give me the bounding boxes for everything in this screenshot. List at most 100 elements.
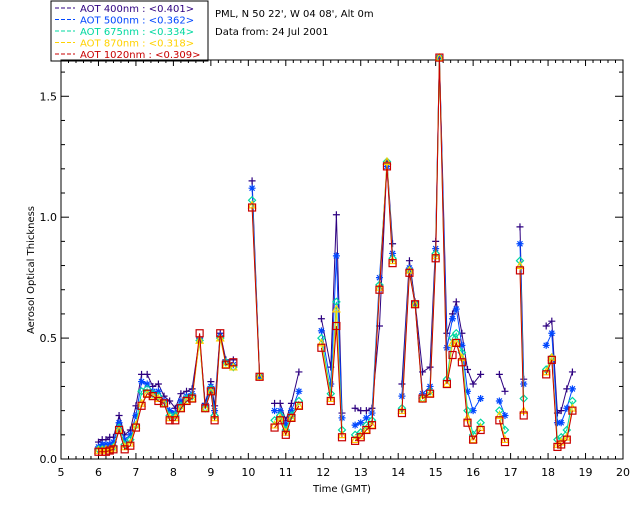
data-point-square (171, 416, 180, 425)
data-point-triangle (255, 372, 265, 381)
x-tick-label: 12 (316, 466, 330, 479)
data-point-star (563, 404, 571, 412)
data-point-square (457, 358, 466, 367)
data-point-star (338, 414, 346, 422)
data-point-star (327, 380, 335, 388)
data-point-triangle (176, 403, 186, 412)
data-point-star (464, 387, 472, 395)
data-point-square (562, 435, 571, 444)
data-point-square (469, 435, 478, 444)
data-point-star (132, 411, 140, 419)
y-axis: 0.0 0.5 1.0 1.5 (40, 71, 623, 466)
data-point-star (115, 419, 123, 427)
data-point-square (332, 321, 341, 331)
data-point-star (102, 440, 110, 448)
data-point-diamond (142, 384, 152, 394)
data-point-square (495, 416, 504, 425)
x-tick-label: 10 (241, 466, 255, 479)
data-point-square (382, 162, 392, 171)
legend-box (50, 0, 209, 62)
data-point-triangle (210, 413, 220, 422)
data-point-plus (501, 387, 509, 395)
x-tick-label: 17 (504, 466, 518, 479)
data-point-square (276, 416, 285, 425)
data-point-square (154, 396, 163, 406)
data-point-square (270, 423, 279, 432)
x-tick-label: 7 (132, 466, 139, 479)
data-point-square (431, 254, 440, 263)
data-point-square (515, 266, 525, 275)
data-point-star (154, 387, 162, 395)
data-point-triangle (515, 260, 525, 269)
data-point-star (106, 440, 114, 448)
data-point-plus (276, 399, 284, 407)
data-point-square (418, 394, 427, 403)
data-point-star (207, 382, 215, 390)
data-point-plus (398, 380, 406, 388)
data-point-square (397, 408, 407, 418)
legend-entry: AOT 1020nm : <0.309> (80, 50, 200, 61)
data-point-diamond (451, 328, 461, 338)
legend-series-mean: <0.362> (149, 16, 194, 27)
data-point-star (121, 436, 129, 444)
data-point-star (171, 409, 179, 417)
legend-series-name: AOT 675nm (80, 27, 139, 38)
data-point-square (126, 441, 135, 450)
data-point-triangle (500, 434, 510, 444)
data-point-square (476, 425, 485, 435)
series-0 (94, 54, 576, 446)
data-point-diamond (515, 256, 525, 266)
x-tick-label: 20 (616, 466, 630, 479)
data-point-star (568, 385, 576, 393)
data-point-plus (548, 317, 556, 325)
data-point-square (114, 425, 124, 435)
legend-series-name: AOT 500nm (80, 16, 139, 27)
data-point-plus (248, 177, 256, 185)
data-point-triangle (215, 333, 225, 342)
legend-separator: : (139, 39, 149, 50)
data-point-plus (332, 211, 340, 219)
legend: AOT 400nm : <0.401> AOT 500nm : <0.362> AO… (50, 0, 209, 62)
legend-series-mean: <0.318> (149, 39, 194, 50)
data-point-star (177, 397, 185, 405)
data-point-star (295, 387, 303, 395)
data-point-triangle (494, 410, 504, 419)
data-point-star (435, 54, 443, 62)
data-point-star (548, 329, 556, 337)
x-tick-label: 13 (354, 466, 368, 479)
data-point-star (542, 341, 550, 349)
data-point-square (337, 433, 347, 442)
data-point-square (294, 401, 304, 410)
data-point-square (165, 416, 174, 425)
x-tick-label: 6 (95, 466, 102, 479)
x-tick-label: 16 (466, 466, 480, 479)
data-point-square (201, 404, 210, 413)
data-point-square (188, 394, 197, 403)
data-point-plus (426, 363, 434, 371)
data-point-square (519, 411, 528, 420)
data-point-star (516, 240, 524, 248)
legend-separator: : (145, 50, 155, 61)
data-point-star (443, 344, 451, 352)
series-line (98, 57, 573, 443)
data-point-star (126, 431, 134, 439)
data-point-plus (362, 407, 370, 415)
data-point-star (98, 440, 106, 448)
data-point-diamond (317, 333, 326, 343)
legend-separator: : (139, 16, 149, 27)
data-point-square (388, 259, 397, 268)
data-point-square (375, 285, 384, 294)
data-point-triangle (442, 379, 452, 388)
data-point-triangle (195, 335, 205, 344)
x-tick-label: 15 (429, 466, 443, 479)
data-point-triangle (337, 430, 347, 439)
x-tick-label: 5 (58, 466, 65, 479)
legend-series-name: AOT 400nm (80, 4, 139, 15)
data-point-square (281, 430, 290, 439)
data-point-star (138, 378, 146, 386)
legend-series-mean: <0.401> (149, 4, 194, 15)
data-point-triangle (418, 393, 428, 402)
data-point-plus (405, 257, 413, 265)
legend-entry: AOT 870nm : <0.318> (80, 39, 194, 50)
